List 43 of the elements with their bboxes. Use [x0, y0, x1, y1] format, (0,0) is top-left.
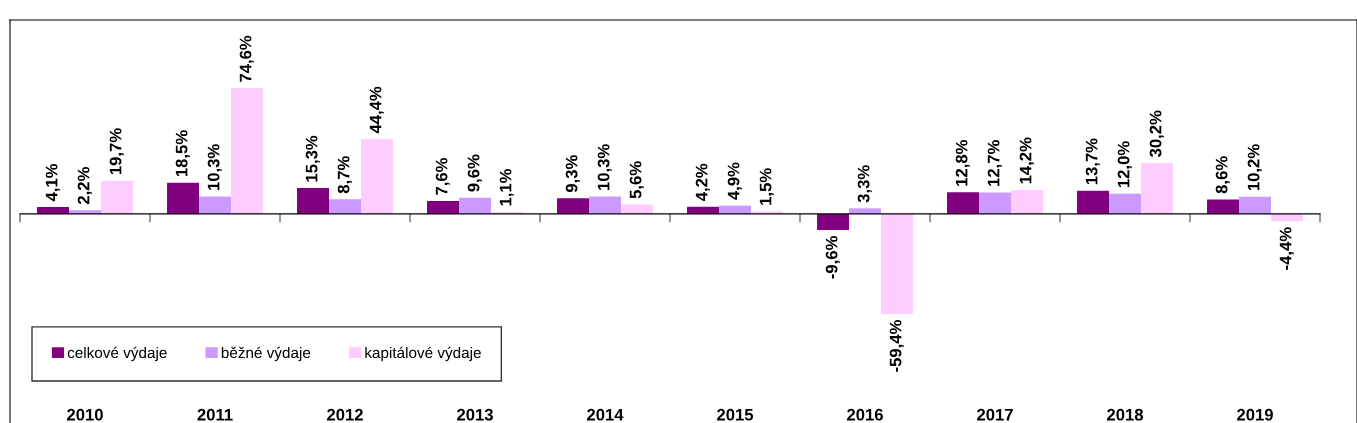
data-label: 12,7% — [987, 140, 1002, 186]
data-label: 8,7% — [337, 156, 352, 194]
data-label: 1,5% — [759, 168, 774, 205]
data-label: 12,0% — [1117, 141, 1132, 188]
data-label: 4,9% — [727, 162, 742, 200]
data-label: 10,2% — [1247, 144, 1262, 191]
data-label: 74,6% — [239, 35, 254, 82]
data-label: 13,7% — [1085, 138, 1100, 185]
data-label: 30,2% — [1149, 110, 1164, 158]
legend-label: běžné výdaje — [221, 346, 311, 362]
data-label: -9,6% — [825, 236, 840, 279]
x-tick-label: 2017 — [977, 408, 1013, 421]
data-label: 5,6% — [629, 161, 644, 199]
x-tick-label: 2016 — [847, 408, 883, 421]
x-tick-label: 2013 — [457, 408, 493, 421]
data-label: 4,1% — [45, 163, 60, 202]
data-label: 1,1% — [499, 168, 514, 206]
data-label: 10,3% — [597, 144, 612, 190]
data-label: 19,7% — [109, 128, 124, 175]
data-label: 9,6% — [467, 154, 482, 192]
legend-label: kapitálové výdaje — [365, 346, 481, 362]
data-label: 12,8% — [955, 139, 970, 186]
data-label: -4,4% — [1279, 227, 1294, 270]
x-tick-label: 2019 — [1237, 408, 1273, 421]
x-tick-label: 2010 — [67, 408, 103, 421]
x-tick-label: 2015 — [717, 408, 754, 421]
data-label: 4,2% — [695, 163, 710, 202]
legend-label: celkové výdaje — [67, 346, 167, 362]
data-label: 14,2% — [1019, 137, 1034, 184]
x-tick-label: 2011 — [197, 408, 233, 421]
x-tick-label: 2012 — [327, 408, 363, 421]
data-label: 44,4% — [369, 86, 384, 134]
data-label: 7,6% — [435, 157, 450, 195]
data-label: 10,3% — [207, 144, 222, 190]
data-label: -59,4% — [889, 320, 904, 372]
data-label: 18,5% — [175, 130, 190, 177]
x-tick-label: 2014 — [587, 408, 624, 421]
x-tick-label: 2018 — [1107, 408, 1144, 421]
data-label: 9,3% — [565, 155, 580, 193]
data-label: 8,6% — [1215, 156, 1230, 194]
data-label: 15,3% — [305, 135, 320, 182]
data-label: 2,2% — [77, 167, 92, 205]
data-label: 3,3% — [857, 165, 872, 203]
